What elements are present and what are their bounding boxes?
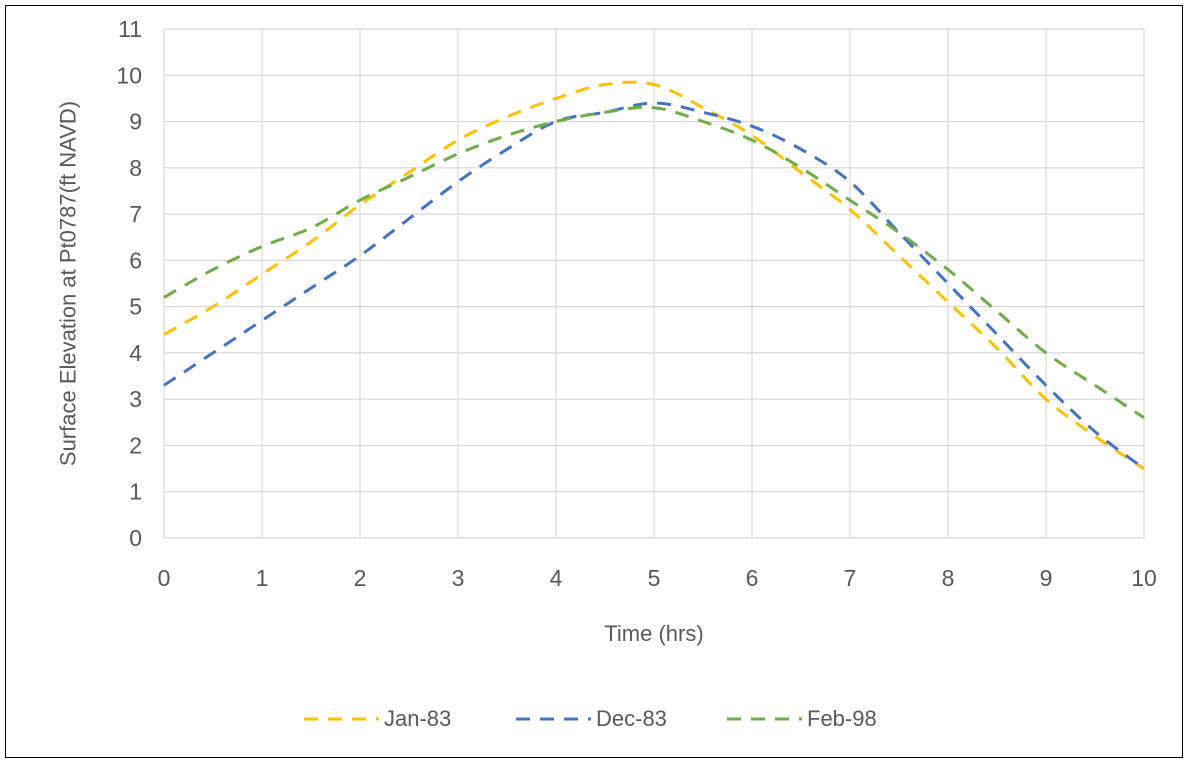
chart-frame: 0 1 2 3 4 5 6 7 8 9 10 0 1 2 3 4 5 6 7 8 9 10 11 Time (hrs) S… bbox=[5, 5, 1183, 758]
x-tick-label: 1 bbox=[256, 565, 269, 591]
y-tick-label: 6 bbox=[129, 247, 142, 273]
line-chart: 0 1 2 3 4 5 6 7 8 9 10 0 1 2 3 4 5 6 7 8 9 10 11 Time (hrs) S… bbox=[56, 16, 1157, 731]
y-tick-label: 1 bbox=[129, 479, 142, 505]
series-line-feb-98 bbox=[163, 105, 1145, 419]
legend: Jan-83 Dec-83 Feb-98 bbox=[304, 706, 877, 731]
x-axis-ticks: 0 1 2 3 4 5 6 7 8 9 10 bbox=[158, 565, 1157, 591]
y-axis-ticks: 0 1 2 3 4 5 6 7 8 9 10 11 bbox=[116, 16, 142, 551]
y-tick-label: 3 bbox=[129, 386, 142, 412]
legend-label-jan-83: Jan-83 bbox=[384, 706, 451, 731]
grid bbox=[163, 28, 1145, 539]
x-tick-label: 0 bbox=[158, 565, 171, 591]
x-tick-label: 6 bbox=[746, 565, 759, 591]
series-lines bbox=[163, 80, 1145, 470]
x-tick-label: 7 bbox=[844, 565, 857, 591]
x-tick-label: 3 bbox=[452, 565, 465, 591]
x-tick-label: 4 bbox=[550, 565, 563, 591]
y-tick-label: 5 bbox=[129, 294, 142, 320]
legend-label-dec-83: Dec-83 bbox=[596, 706, 667, 731]
x-axis-title: Time (hrs) bbox=[604, 621, 703, 646]
y-tick-label: 10 bbox=[116, 62, 142, 88]
y-tick-label: 2 bbox=[129, 432, 142, 458]
x-tick-label: 9 bbox=[1040, 565, 1053, 591]
y-tick-label: 4 bbox=[129, 340, 142, 366]
y-tick-label: 0 bbox=[129, 525, 142, 551]
y-tick-label: 7 bbox=[129, 201, 142, 227]
legend-label-feb-98: Feb-98 bbox=[807, 706, 877, 731]
y-tick-label: 11 bbox=[118, 16, 142, 42]
x-tick-label: 8 bbox=[942, 565, 955, 591]
y-tick-label: 9 bbox=[129, 109, 142, 135]
x-tick-label: 2 bbox=[354, 565, 367, 591]
series-line-jan-83 bbox=[163, 80, 1145, 470]
x-tick-label: 10 bbox=[1131, 565, 1157, 591]
y-tick-label: 8 bbox=[129, 155, 142, 181]
x-tick-label: 5 bbox=[648, 565, 661, 591]
y-axis-title: Surface Elevation at Pt0787(ft NAVD) bbox=[56, 101, 81, 466]
series-line-dec-83 bbox=[163, 101, 1145, 470]
